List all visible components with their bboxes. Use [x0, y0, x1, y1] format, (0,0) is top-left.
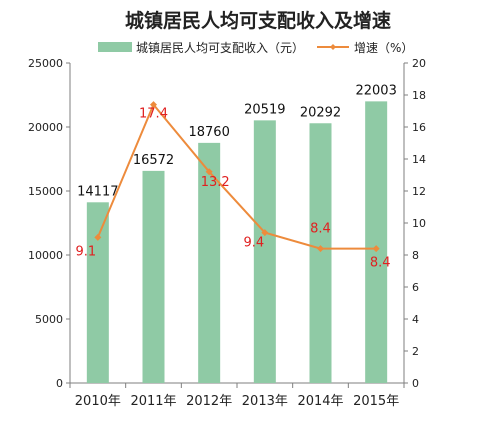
- growth-value-label: 8.4: [370, 256, 391, 271]
- y-left-tick-label: 5000: [35, 313, 63, 326]
- y-right-tick-label: 14: [412, 153, 426, 166]
- y-right-tick-label: 8: [412, 249, 419, 262]
- bar-value-label: 22003: [355, 83, 396, 98]
- bar-value-label: 18760: [188, 125, 229, 140]
- x-tick-label: 2012年: [186, 394, 232, 409]
- legend-bar-label: 城镇居民人均可支配收入（元）: [136, 41, 304, 55]
- bar: [142, 170, 165, 383]
- x-tick-label: 2011年: [130, 394, 176, 409]
- y-left-tick-label: 15000: [28, 185, 63, 198]
- growth-value-label: 17.4: [139, 107, 168, 122]
- y-right-tick-label: 6: [412, 281, 419, 294]
- x-tick-label: 2013年: [242, 394, 288, 409]
- y-right-tick-label: 4: [412, 313, 419, 326]
- growth-value-label: 9.4: [243, 236, 264, 251]
- growth-point: [372, 245, 380, 253]
- growth-point: [205, 168, 213, 176]
- bar: [86, 202, 109, 383]
- bar: [309, 123, 332, 384]
- bar-value-label: 16572: [133, 153, 174, 168]
- y-right-tick-label: 2: [412, 345, 419, 358]
- growth-point: [317, 245, 324, 253]
- x-tick-label: 2014年: [297, 394, 343, 409]
- legend-line-label: 增速（%）: [354, 41, 413, 55]
- growth-point: [94, 233, 102, 241]
- growth-point: [150, 101, 157, 109]
- y-right-tick-label: 20: [412, 57, 426, 70]
- legend: 城镇居民人均可支配收入（元） 增速（%）: [98, 41, 413, 55]
- y-right-tick-label: 18: [412, 89, 426, 102]
- growth-value-label: 9.1: [75, 244, 96, 259]
- bar: [253, 120, 276, 383]
- x-tick-label: 2010年: [75, 394, 121, 409]
- y-right-tick-label: 16: [412, 121, 426, 134]
- bar: [198, 142, 221, 383]
- legend-bar-swatch: [98, 42, 132, 52]
- legend-line-marker: [330, 44, 336, 50]
- growth-point: [261, 229, 269, 237]
- growth-value-label: 8.4: [310, 222, 331, 237]
- y-left-tick-label: 0: [56, 377, 63, 390]
- y-left-tick-label: 10000: [28, 249, 63, 262]
- bar: [365, 101, 388, 383]
- bar-value-label: 14117: [77, 184, 118, 199]
- x-tick-label: 2015年: [353, 394, 399, 409]
- data-labels: 14117 16572 18760 20519 20292 22003 9.1 17.4 13.…: [75, 83, 396, 270]
- bar-value-label: 20292: [300, 105, 341, 120]
- chart-title: 城镇居民人均可支配收入及增速: [125, 9, 391, 32]
- growth-line-path: [96, 102, 377, 250]
- y-left-tick-label: 25000: [28, 57, 63, 70]
- bars: [86, 101, 388, 384]
- y-right-tick-label: 12: [412, 185, 426, 198]
- growth-value-label: 13.2: [201, 175, 230, 190]
- y-left-tick-label: 20000: [28, 121, 63, 134]
- axes: 0 5000 10000 15000 20000 25000 0 2 4 6 8 10 12 14 16 18…: [28, 57, 426, 409]
- growth-line: [94, 101, 380, 253]
- y-right-tick-label: 0: [412, 377, 419, 390]
- bar-value-label: 20519: [244, 102, 285, 117]
- y-right-tick-label: 10: [412, 217, 426, 230]
